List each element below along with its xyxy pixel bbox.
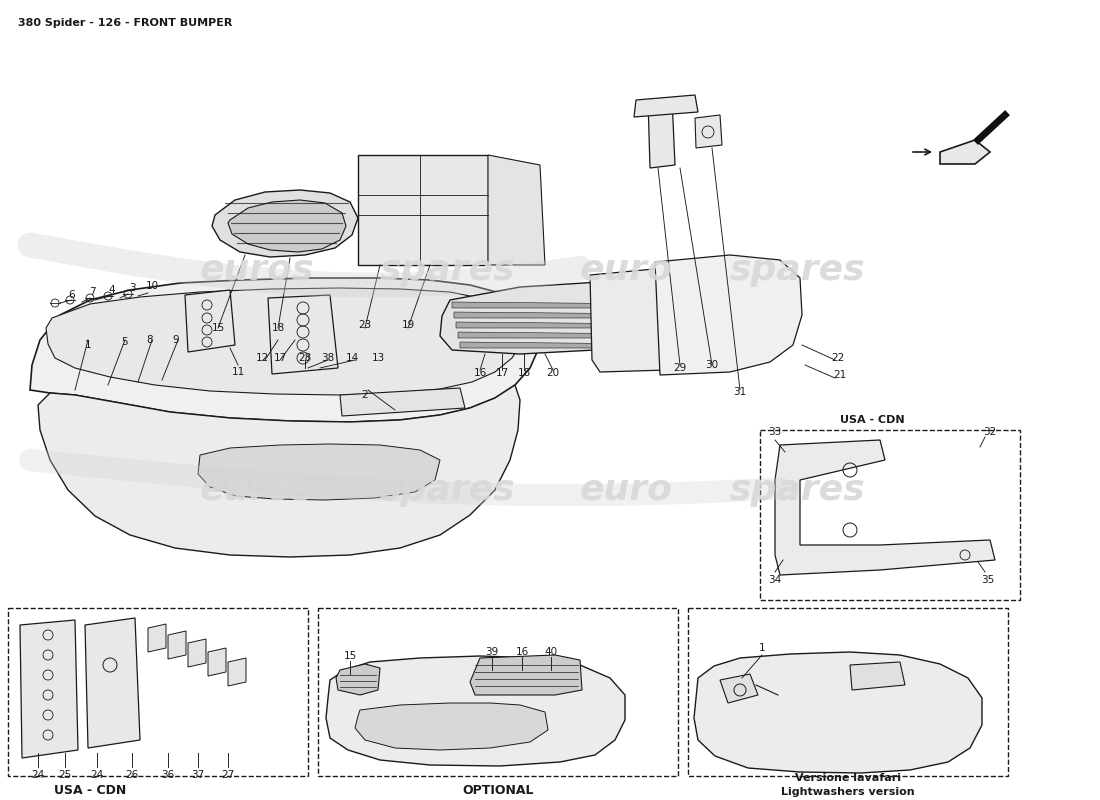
Text: 37: 37 xyxy=(191,770,205,780)
Text: 38: 38 xyxy=(321,353,334,363)
Text: 17: 17 xyxy=(274,353,287,363)
Text: USA - CDN: USA - CDN xyxy=(840,415,904,425)
Text: 18: 18 xyxy=(272,323,285,333)
Polygon shape xyxy=(695,115,722,148)
Text: 2: 2 xyxy=(362,390,369,400)
Text: spares: spares xyxy=(730,473,866,507)
Text: spares: spares xyxy=(379,473,516,507)
Text: 8: 8 xyxy=(146,335,153,345)
Text: 39: 39 xyxy=(485,647,498,657)
Text: 11: 11 xyxy=(231,367,244,377)
Text: 9: 9 xyxy=(173,335,179,345)
Polygon shape xyxy=(20,620,78,758)
Text: 40: 40 xyxy=(544,647,558,657)
Text: 28: 28 xyxy=(298,353,311,363)
Text: USA - CDN: USA - CDN xyxy=(54,783,126,797)
Text: 34: 34 xyxy=(769,575,782,585)
Polygon shape xyxy=(148,624,166,652)
Text: 21: 21 xyxy=(834,370,847,380)
Text: 6: 6 xyxy=(68,290,75,300)
Text: 35: 35 xyxy=(981,575,994,585)
Text: 24: 24 xyxy=(32,770,45,780)
Polygon shape xyxy=(590,268,748,372)
Polygon shape xyxy=(39,385,520,557)
Text: 15: 15 xyxy=(343,651,356,661)
Polygon shape xyxy=(228,658,246,686)
Polygon shape xyxy=(634,95,698,117)
Polygon shape xyxy=(694,652,982,773)
Text: 22: 22 xyxy=(832,353,845,363)
Text: 10: 10 xyxy=(145,281,158,291)
Text: OPTIONAL: OPTIONAL xyxy=(462,783,534,797)
Polygon shape xyxy=(460,342,660,348)
Text: 18: 18 xyxy=(517,368,530,378)
Text: 32: 32 xyxy=(983,427,997,437)
Text: 26: 26 xyxy=(125,770,139,780)
Polygon shape xyxy=(940,140,990,164)
Text: 14: 14 xyxy=(345,353,359,363)
Polygon shape xyxy=(452,302,668,308)
Text: euro: euro xyxy=(580,473,673,507)
Text: 7: 7 xyxy=(89,287,96,297)
Polygon shape xyxy=(720,674,758,703)
Text: 24: 24 xyxy=(90,770,103,780)
Polygon shape xyxy=(355,703,548,750)
Polygon shape xyxy=(470,655,582,695)
Polygon shape xyxy=(268,295,338,374)
Text: 1: 1 xyxy=(85,340,91,350)
Text: 16: 16 xyxy=(473,368,486,378)
Polygon shape xyxy=(850,662,905,690)
Polygon shape xyxy=(340,388,465,416)
Polygon shape xyxy=(336,664,380,695)
Text: Lightwashers version: Lightwashers version xyxy=(781,787,915,797)
Polygon shape xyxy=(168,631,186,659)
Text: 17: 17 xyxy=(495,368,508,378)
Polygon shape xyxy=(212,190,358,257)
Text: spares: spares xyxy=(379,253,516,287)
Polygon shape xyxy=(46,288,525,395)
Polygon shape xyxy=(188,639,206,667)
Polygon shape xyxy=(185,290,235,352)
Text: euros: euros xyxy=(200,253,315,287)
Polygon shape xyxy=(454,312,666,318)
Text: 36: 36 xyxy=(162,770,175,780)
FancyBboxPatch shape xyxy=(358,155,488,265)
Polygon shape xyxy=(208,648,226,676)
Polygon shape xyxy=(228,200,346,252)
Text: 380 Spider - 126 - FRONT BUMPER: 380 Spider - 126 - FRONT BUMPER xyxy=(18,18,232,28)
Polygon shape xyxy=(440,282,675,354)
Text: 31: 31 xyxy=(734,387,747,397)
Polygon shape xyxy=(458,332,662,338)
Polygon shape xyxy=(85,618,140,748)
Text: Versione lavafari: Versione lavafari xyxy=(795,773,901,783)
Text: 13: 13 xyxy=(372,353,385,363)
Text: 3: 3 xyxy=(129,283,135,293)
Polygon shape xyxy=(198,444,440,500)
Text: 25: 25 xyxy=(58,770,72,780)
Text: 29: 29 xyxy=(673,363,686,373)
Polygon shape xyxy=(30,278,540,422)
Text: 27: 27 xyxy=(221,770,234,780)
Text: 5: 5 xyxy=(121,337,128,347)
Text: 23: 23 xyxy=(359,320,372,330)
Text: 4: 4 xyxy=(109,285,116,295)
Polygon shape xyxy=(326,656,625,766)
Text: 30: 30 xyxy=(705,360,718,370)
Polygon shape xyxy=(776,440,996,575)
Polygon shape xyxy=(654,255,802,375)
Text: 15: 15 xyxy=(211,323,224,333)
Polygon shape xyxy=(648,98,675,168)
Text: 16: 16 xyxy=(516,647,529,657)
Text: spares: spares xyxy=(730,253,866,287)
Text: 1: 1 xyxy=(759,643,766,653)
Polygon shape xyxy=(456,322,664,328)
Text: euros: euros xyxy=(200,473,315,507)
Text: 12: 12 xyxy=(255,353,268,363)
Text: 33: 33 xyxy=(769,427,782,437)
Polygon shape xyxy=(488,155,544,265)
Text: euro: euro xyxy=(580,253,673,287)
Text: 19: 19 xyxy=(402,320,415,330)
Text: 20: 20 xyxy=(547,368,560,378)
